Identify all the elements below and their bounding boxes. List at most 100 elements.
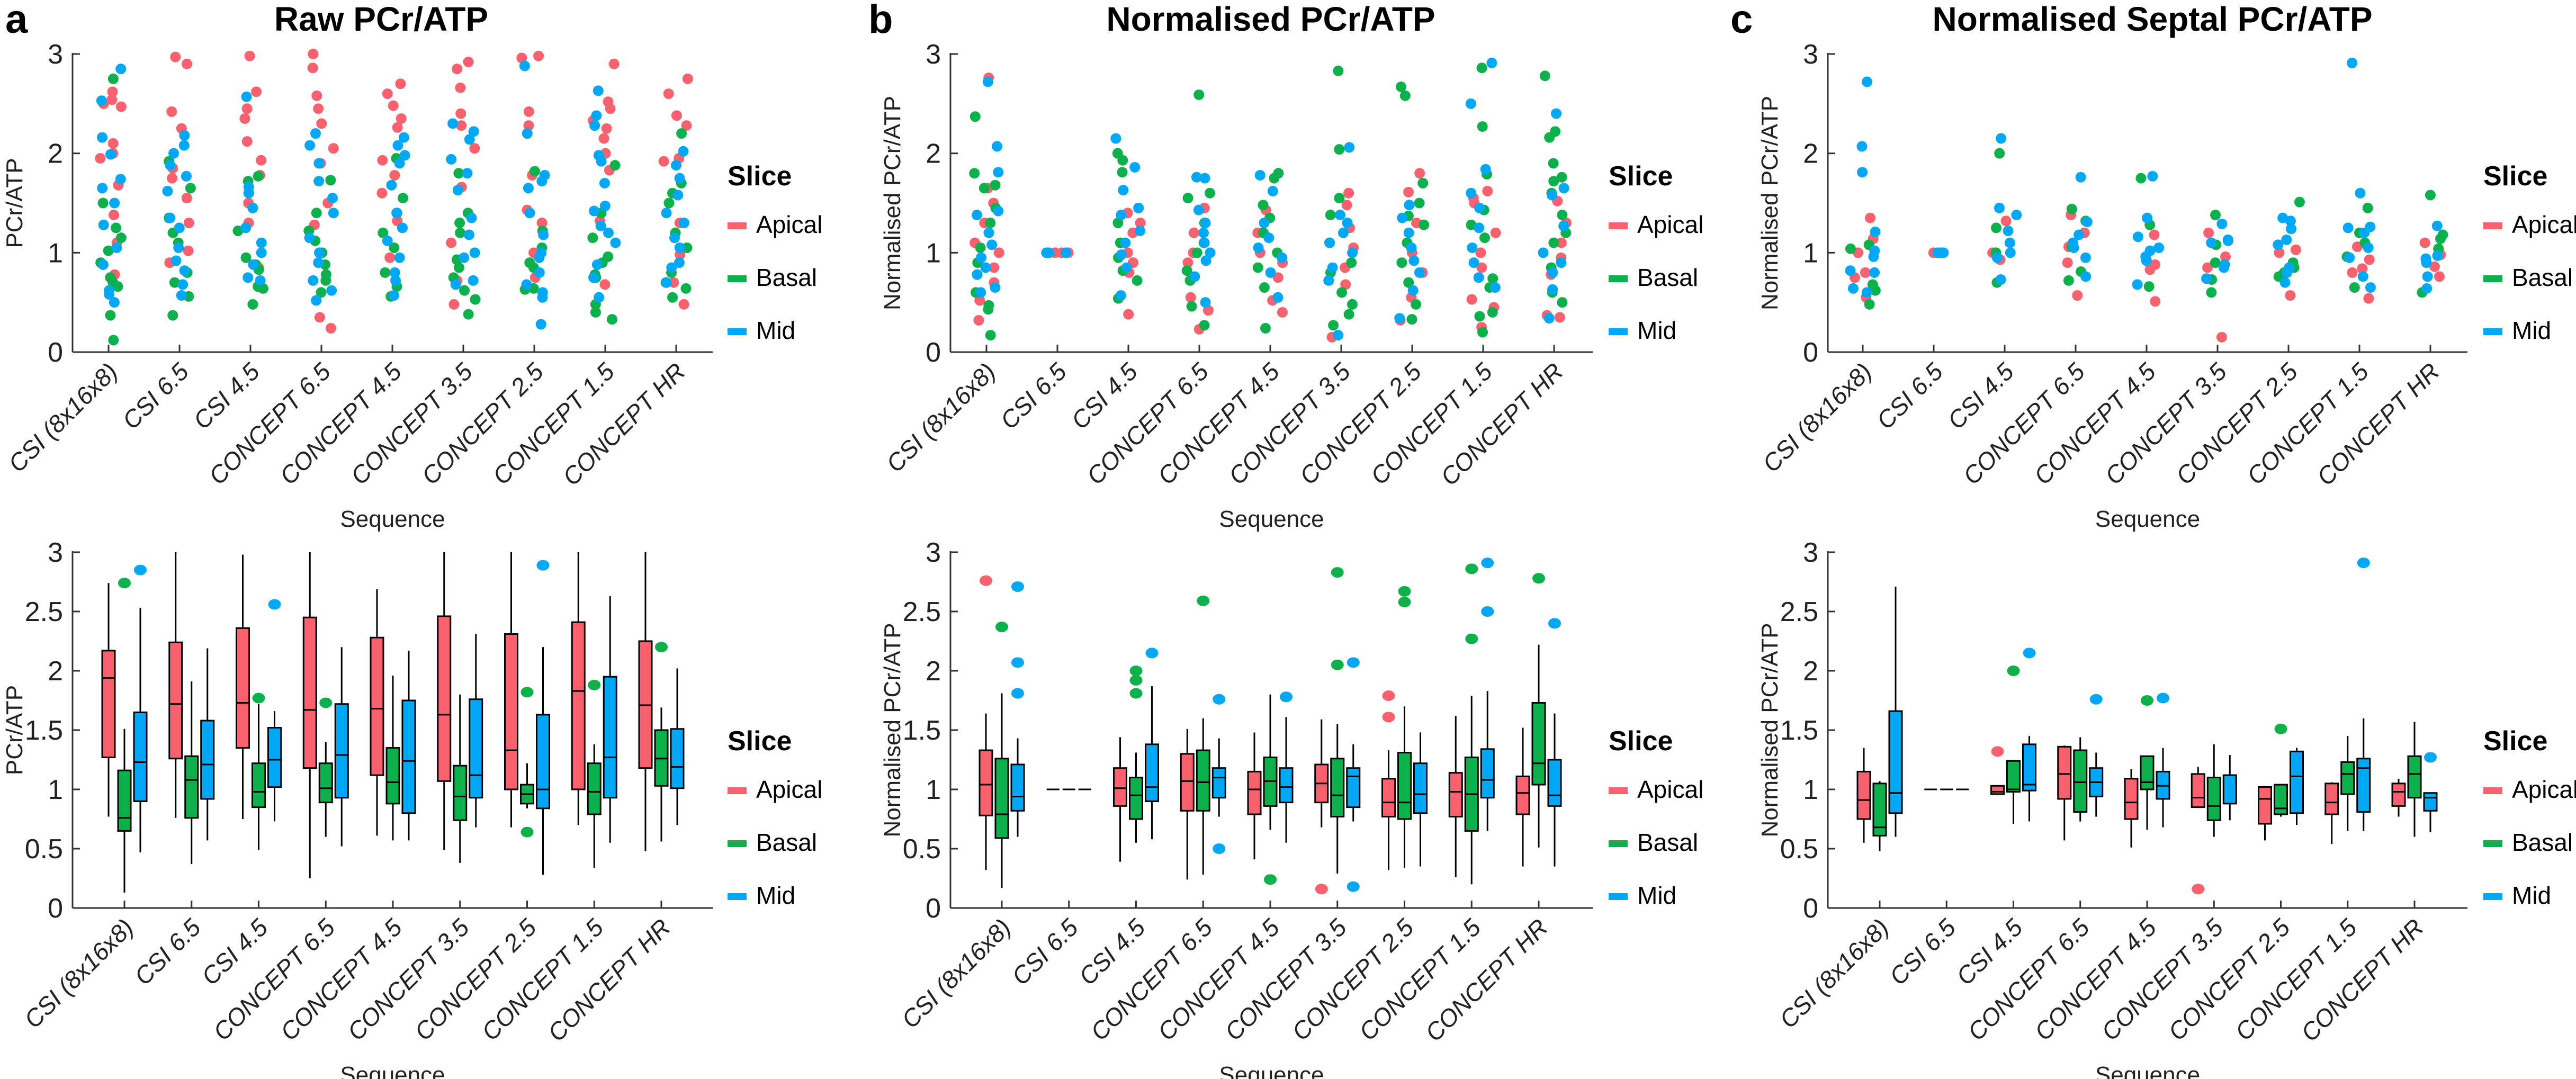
- point-mid: [993, 205, 1004, 217]
- legend-label-basal: Basal: [1637, 829, 1698, 856]
- y-tick-label: 3: [48, 39, 63, 70]
- box-basal: [587, 762, 602, 815]
- outlier-basal: [252, 693, 265, 704]
- point-apical: [377, 155, 388, 166]
- point-basal: [1476, 62, 1487, 74]
- point-mid: [165, 212, 176, 223]
- point-mid: [1870, 226, 1881, 237]
- series-basal: [1872, 666, 2422, 851]
- point-mid: [1845, 265, 1856, 276]
- point-apical: [533, 50, 544, 61]
- box-basal: [117, 769, 132, 832]
- point-mid: [588, 272, 599, 283]
- point-mid: [1272, 292, 1283, 303]
- x-tick-label-concept-1-5: CONCEPT 1.5: [476, 913, 608, 1046]
- box-mid: [2022, 743, 2036, 792]
- x-tick-label-concept-6-5: CONCEPT 6.5: [1962, 913, 2095, 1046]
- point-basal: [1347, 299, 1358, 310]
- point-apical: [463, 57, 474, 68]
- point-apical: [2144, 264, 2156, 275]
- point-mid: [1193, 204, 1204, 215]
- point-apical: [1182, 257, 1193, 268]
- legend-label-mid: Mid: [756, 882, 795, 909]
- point-mid: [304, 232, 315, 244]
- panel-title-c: Normalised Septal PCr/ATP: [1932, 0, 2372, 38]
- series-apical: [95, 49, 693, 334]
- box-basal: [184, 755, 199, 819]
- point-apical: [455, 108, 466, 119]
- point-apical: [2203, 227, 2214, 238]
- outlier-mid: [1011, 581, 1024, 592]
- y-tick-label: 1: [48, 775, 63, 805]
- point-basal: [1117, 155, 1128, 166]
- x-tick-label-concept-hr: CONCEPT HR: [1435, 357, 1568, 491]
- point-mid: [165, 160, 176, 171]
- x-axis-title: Sequence: [2095, 1062, 2200, 1079]
- point-apical: [107, 86, 118, 97]
- point-mid: [256, 237, 267, 248]
- point-mid: [1253, 242, 1264, 253]
- point-mid: [591, 259, 603, 270]
- point-mid: [459, 252, 470, 263]
- point-apical: [2434, 271, 2445, 282]
- legend-label-mid: Mid: [2512, 317, 2551, 344]
- outlier-apical: [1315, 884, 1328, 895]
- point-basal: [2135, 173, 2147, 184]
- outlier-mid: [1011, 688, 1024, 699]
- x-tick-label-concept-2-5: CONCEPT 2.5: [1287, 913, 1419, 1046]
- box-basal: [1531, 702, 1546, 786]
- box-basal: [2274, 784, 2288, 815]
- point-basal: [453, 262, 464, 273]
- point-basal: [97, 197, 109, 209]
- point-mid: [2222, 235, 2233, 246]
- chart-b-top: [949, 53, 1628, 353]
- point-basal: [380, 267, 391, 278]
- x-tick-label-csi-8x16x8: CSI (8x16x8): [19, 913, 139, 1033]
- point-mid: [1406, 242, 1417, 253]
- point-basal: [1487, 273, 1498, 284]
- point-apical: [671, 110, 682, 121]
- point-apical: [599, 279, 611, 290]
- point-mid: [176, 290, 187, 301]
- point-basal: [1269, 173, 1280, 184]
- box-mid: [401, 699, 416, 814]
- point-mid: [109, 197, 120, 209]
- box-apical: [101, 650, 116, 759]
- point-mid: [1861, 287, 1872, 298]
- box-apical: [1990, 785, 2005, 795]
- point-mid: [97, 259, 109, 270]
- point-mid: [1404, 200, 1415, 211]
- point-basal: [1336, 287, 1348, 298]
- x-tick-label-concept-3-5: CONCEPT 3.5: [345, 357, 478, 490]
- x-tick-label-concept-1-5: CONCEPT 1.5: [2230, 913, 2362, 1046]
- point-mid: [523, 183, 534, 194]
- outlier-basal: [1331, 567, 1344, 578]
- box-mid: [1145, 743, 1159, 802]
- point-apical: [608, 58, 620, 69]
- point-basal: [1990, 222, 2001, 233]
- point-mid: [1996, 133, 2007, 144]
- x-tick-label-concept-6-5: CONCEPT 6.5: [1958, 357, 2090, 490]
- point-mid: [2132, 231, 2143, 242]
- legend: [2483, 787, 2502, 900]
- y-tick-label: 1: [926, 775, 941, 805]
- point-apical: [1865, 212, 1876, 223]
- point-mid: [986, 239, 998, 250]
- point-apical: [2285, 290, 2296, 301]
- point-mid: [524, 208, 535, 219]
- point-mid: [594, 292, 605, 303]
- series-apical: [979, 575, 1530, 895]
- box-mid: [2290, 750, 2304, 814]
- outlier-basal: [319, 697, 333, 708]
- point-basal: [1994, 148, 2005, 159]
- point-mid: [1932, 247, 1943, 258]
- point-mid: [1480, 164, 1491, 175]
- point-mid: [661, 277, 672, 288]
- point-basal: [107, 73, 119, 84]
- point-mid: [2011, 210, 2022, 221]
- point-mid: [1200, 297, 1211, 308]
- point-basal: [990, 179, 1001, 191]
- point-basal: [1477, 327, 1488, 338]
- point-apical: [182, 58, 193, 69]
- outlier-basal: [520, 687, 534, 698]
